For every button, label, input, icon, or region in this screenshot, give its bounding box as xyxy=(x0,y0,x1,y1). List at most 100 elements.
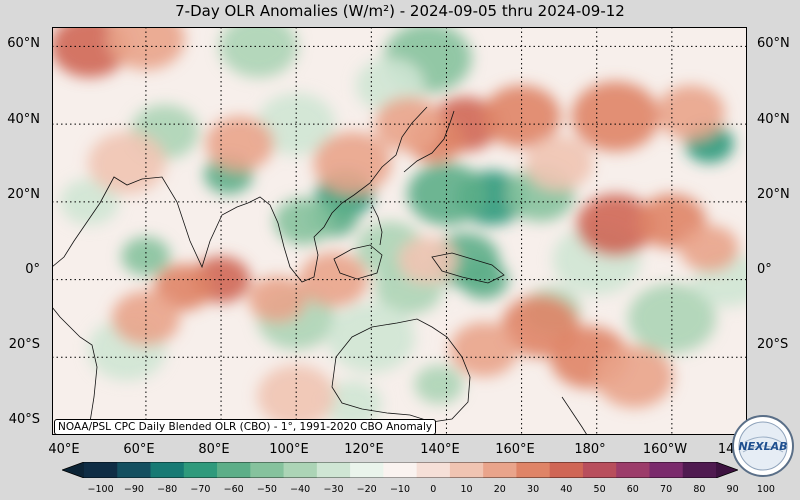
colorbar-min-extend xyxy=(62,462,84,478)
colorbar-swatch xyxy=(616,462,650,478)
colorbar-tick-label: −90 xyxy=(123,484,144,495)
coast-japan xyxy=(403,110,455,173)
anomaly-cell-18 xyxy=(60,178,119,226)
colorbar-tick-label: −40 xyxy=(290,484,311,495)
map-title: 7-Day OLR Anomalies (W/m²) - 2024-09-05 … xyxy=(175,2,625,20)
data-source-credit: NOAA/PSL CPC Daily Blended OLR (CBO) - 1… xyxy=(54,419,437,435)
lon-label-160e: 160°E xyxy=(495,442,535,457)
graticule xyxy=(52,27,747,435)
lat-label-60n: 60°N xyxy=(7,36,40,51)
lon-label-160w: 160°W xyxy=(642,442,688,457)
colorbar-tick-label: 50 xyxy=(593,484,606,495)
anomaly-cell-48 xyxy=(449,322,519,377)
anomaly-cell-50 xyxy=(398,236,458,284)
colorbar-tick-label: 10 xyxy=(460,484,473,495)
colorbar-max-extend xyxy=(716,462,738,478)
colorbar-swatch xyxy=(150,462,185,478)
colorbar-swatch xyxy=(549,462,584,478)
nexlab-logo: NEXLAB xyxy=(732,415,794,477)
anomaly-cell-49 xyxy=(299,252,368,307)
colorbar-swatch xyxy=(449,462,484,478)
anomaly-cell-31 xyxy=(571,81,660,152)
colorbar-swatch xyxy=(416,462,451,478)
colorbar-tick-label: 80 xyxy=(693,484,706,495)
colorbar-tick-label: −50 xyxy=(256,484,277,495)
colorbar-tick-label: −80 xyxy=(157,484,178,495)
colorbar-tick-label: −60 xyxy=(223,484,244,495)
anomaly-cell-23 xyxy=(627,283,716,354)
anomaly-cell-30 xyxy=(482,85,561,148)
lat-label-40n: 40°N xyxy=(7,112,40,127)
anomaly-field xyxy=(52,27,747,428)
anomaly-cell-17 xyxy=(121,236,171,276)
coast-southeast-asia xyxy=(247,106,428,283)
colorbar-tick-label: −20 xyxy=(356,484,377,495)
coast-new-guinea xyxy=(431,252,505,284)
coast-philippines xyxy=(371,204,383,246)
anomaly-cell-3 xyxy=(274,198,333,245)
lat-label-40n-right: 40°N xyxy=(757,112,790,127)
coast-new-zealand xyxy=(561,396,588,435)
colorbar-tick-label: −70 xyxy=(190,484,211,495)
anomaly-cell-43 xyxy=(248,275,307,323)
lat-label-20n: 20°N xyxy=(7,187,40,202)
coastlines xyxy=(52,106,588,435)
anomaly-cell-26 xyxy=(414,365,464,404)
anomaly-cell-47 xyxy=(595,345,674,408)
colorbar-swatch xyxy=(350,462,384,478)
lat-label-60n-right: 60°N xyxy=(757,36,790,51)
anomaly-cell-35 xyxy=(205,116,274,171)
colorbar-swatch xyxy=(117,462,151,478)
lon-label-100e: 100°E xyxy=(269,442,309,457)
anomaly-cell-53 xyxy=(525,135,594,191)
lat-label-20s: 20°S xyxy=(8,337,40,352)
colorbar-tick-label: 0 xyxy=(430,484,437,495)
lat-label-0: 0° xyxy=(25,262,40,277)
anomaly-cell-33 xyxy=(313,131,392,195)
colorbar-swatch xyxy=(316,462,351,478)
colorbar-tick-label: −100 xyxy=(87,484,114,495)
lon-label-180: 180° xyxy=(574,442,606,457)
colorbar-tick-label: 20 xyxy=(493,484,506,495)
anomaly-cell-38 xyxy=(576,194,655,257)
anomaly-cell-25 xyxy=(323,380,382,428)
colorbar-tick-label: 90 xyxy=(726,484,739,495)
nexlab-logo-text: NEXLAB xyxy=(738,440,787,453)
olr-anomaly-map xyxy=(52,27,747,435)
lon-label-120e: 120°E xyxy=(344,442,384,457)
coast-borneo xyxy=(333,244,383,280)
colorbar-swatch xyxy=(516,462,551,478)
colorbar xyxy=(62,462,738,478)
colorbar-tick-label: 100 xyxy=(756,484,775,495)
colorbar-swatch xyxy=(582,462,617,478)
anomaly-cell-37 xyxy=(106,27,185,70)
colorbar-swatch xyxy=(483,462,517,478)
colorbar-tick-label: −30 xyxy=(323,484,344,495)
lon-label-60e: 60°E xyxy=(123,442,155,457)
anomaly-cell-44 xyxy=(111,291,181,346)
lat-label-20s-right: 20°S xyxy=(757,337,789,352)
colorbar-swatch xyxy=(84,462,118,478)
colorbar-tick-label: 30 xyxy=(527,484,540,495)
anomaly-cell-40 xyxy=(680,225,739,272)
colorbar-swatch xyxy=(183,462,218,478)
anomaly-cell-32 xyxy=(656,85,725,140)
lon-label-80e: 80°E xyxy=(198,442,230,457)
coast-east-africa xyxy=(52,306,98,435)
anomaly-cell-13 xyxy=(219,27,298,78)
colorbar-swatch xyxy=(383,462,418,478)
colorbar-swatch xyxy=(217,462,251,478)
lon-label-140e: 140°E xyxy=(420,442,460,457)
coast-arabia-india xyxy=(52,176,249,269)
lat-label-0-right: 0° xyxy=(757,262,772,277)
lon-label-40e: 40°E xyxy=(48,442,80,457)
lat-label-40s: 40°S xyxy=(8,412,40,427)
colorbar-tick-label: 70 xyxy=(660,484,673,495)
colorbar-swatch xyxy=(649,462,684,478)
coast-australia xyxy=(331,318,471,423)
colorbar-tick-label: 60 xyxy=(626,484,639,495)
colorbar-swatch xyxy=(283,462,318,478)
colorbar-tick-label: −10 xyxy=(389,484,411,495)
colorbar-swatch xyxy=(250,462,284,478)
colorbar-swatch xyxy=(682,462,717,478)
